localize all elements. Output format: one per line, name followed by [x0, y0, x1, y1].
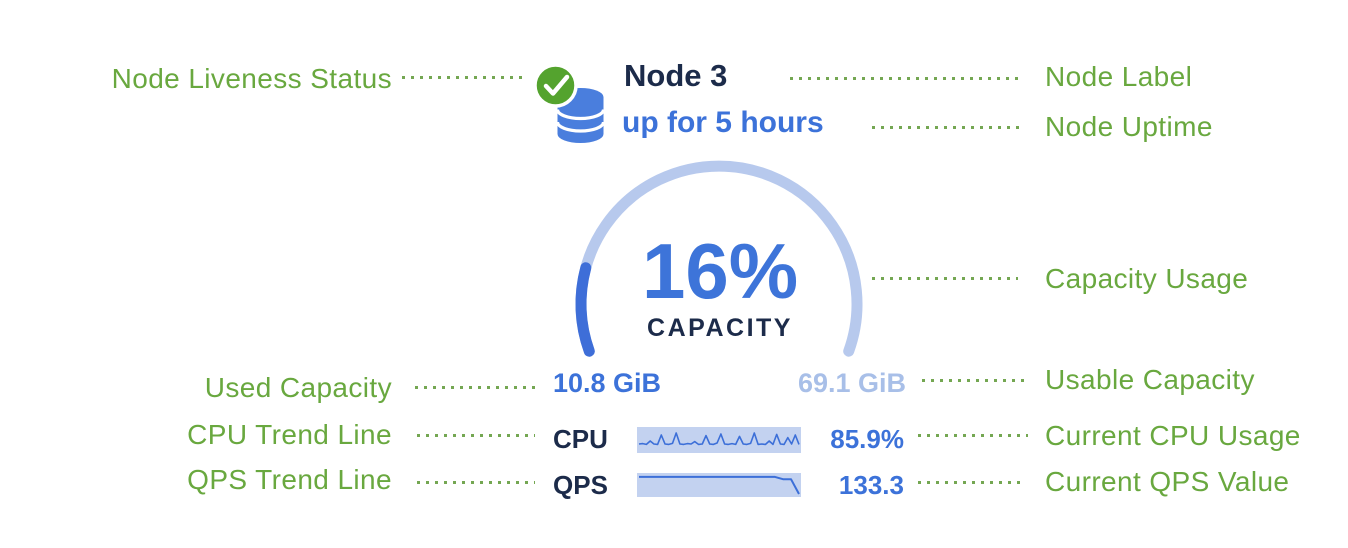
capacity-gauge	[575, 160, 863, 357]
leader-line	[922, 379, 1028, 382]
cpu-label: CPU	[553, 424, 608, 454]
qps-sparkline	[637, 473, 801, 497]
annotation-node-uptime: Node Uptime	[1045, 111, 1213, 142]
cpu-sparkline	[637, 427, 801, 453]
annotation-node-label: Node Label	[1045, 61, 1193, 92]
node-name-link[interactable]: Node 3	[624, 58, 728, 93]
annotation-current-qps-value: Current QPS Value	[1045, 466, 1290, 497]
annotation-cpu-trend-line: CPU Trend Line	[187, 419, 392, 450]
leader-line	[918, 434, 1028, 437]
cpu-current-value: 85.9%	[830, 424, 904, 454]
usable-capacity-value: 69.1 GiB	[797, 368, 906, 398]
leader-line	[417, 481, 535, 484]
leader-line	[790, 77, 1020, 80]
qps-trend-line	[639, 475, 800, 495]
used-capacity-value: 10.8 GiB	[553, 368, 662, 398]
leader-line	[872, 126, 1020, 129]
gauge-progress-arc	[575, 262, 595, 357]
leader-line	[417, 434, 535, 437]
node-icon-group	[533, 63, 606, 143]
cpu-trend-line	[638, 432, 800, 446]
annotation-qps-trend-line: QPS Trend Line	[187, 464, 392, 495]
leader-line	[415, 386, 535, 389]
annotation-current-cpu-usage: Current CPU Usage	[1045, 420, 1301, 451]
green-check-icon	[533, 63, 578, 108]
capacity-caption: CAPACITY	[647, 314, 793, 342]
leader-line	[918, 481, 1026, 484]
leader-line	[872, 277, 1018, 280]
qps-current-value: 133.3	[838, 470, 904, 500]
annotation-used-capacity: Used Capacity	[204, 372, 392, 403]
annotation-capacity-usage: Capacity Usage	[1045, 263, 1249, 294]
node-uptime-text: up for 5 hours	[622, 106, 824, 139]
annotation-node-liveness-status: Node Liveness Status	[111, 63, 392, 94]
annotation-usable-capacity: Usable Capacity	[1045, 364, 1255, 395]
qps-label: QPS	[553, 470, 608, 500]
capacity-percent: 16%	[641, 227, 799, 315]
leader-line	[402, 76, 526, 79]
